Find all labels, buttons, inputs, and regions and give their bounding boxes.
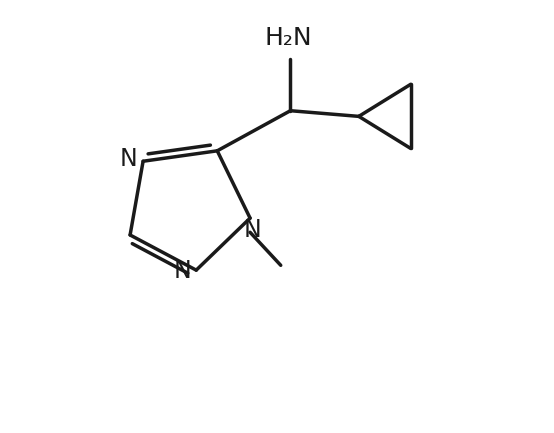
Text: N: N: [120, 147, 138, 171]
Text: H₂N: H₂N: [264, 26, 312, 49]
Text: N: N: [173, 259, 191, 283]
Text: N: N: [244, 218, 261, 242]
